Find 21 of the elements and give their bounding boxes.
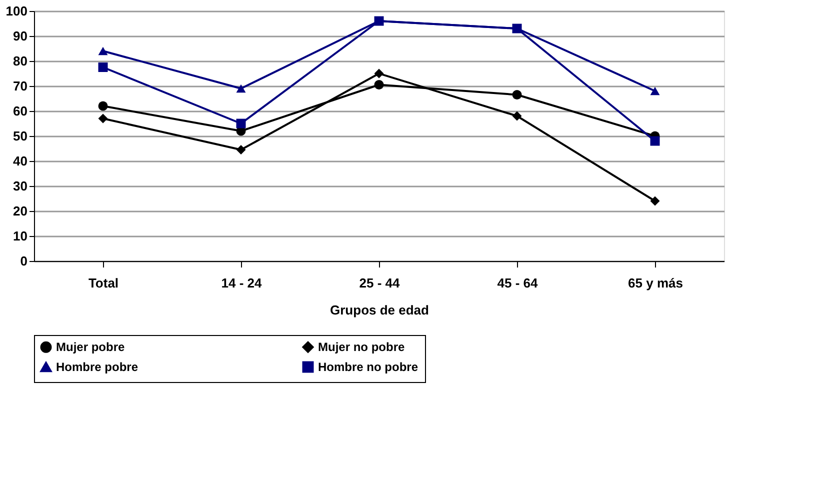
x-tick-label: 65 y más — [628, 276, 683, 290]
y-tick-label: 50 — [13, 128, 28, 144]
x-tick-label: 14 - 24 — [221, 276, 262, 290]
legend-label: Hombre pobre — [56, 360, 138, 374]
y-tick-label: 30 — [13, 178, 28, 194]
y-tick-label: 20 — [13, 204, 28, 218]
y-tick-label: 60 — [13, 104, 28, 118]
y-tick-label: 80 — [13, 54, 28, 68]
legend-label: Mujer no pobre — [318, 340, 405, 354]
legend-label: Mujer pobre — [56, 340, 125, 354]
y-tick-label: 90 — [13, 28, 28, 44]
legend-label: Hombre no pobre — [318, 360, 418, 374]
x-axis-title: Grupos de edad — [330, 302, 430, 318]
x-tick-label: Total — [88, 276, 119, 290]
y-tick-label: 70 — [13, 78, 28, 94]
y-tick-label: 100 — [6, 4, 28, 18]
y-tick-label: 10 — [13, 228, 28, 244]
y-tick-label: 40 — [13, 154, 28, 168]
y-tick-label: 0 — [20, 254, 28, 268]
x-tick-label: 45 - 64 — [497, 276, 538, 290]
x-tick-label: 25 - 44 — [359, 276, 400, 290]
